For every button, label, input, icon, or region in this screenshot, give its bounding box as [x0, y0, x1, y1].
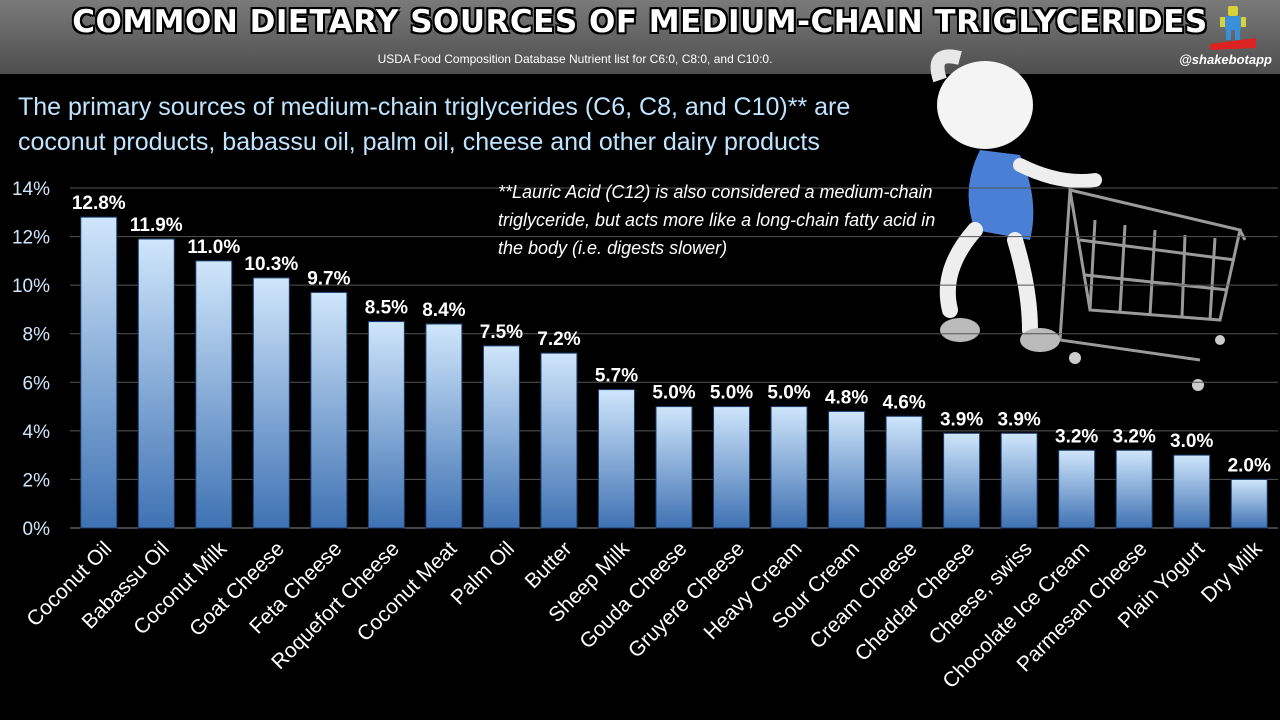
data-label: 3.9% [940, 409, 983, 430]
bar [1115, 449, 1153, 529]
bar [655, 406, 693, 529]
y-tick-label: 2% [23, 470, 51, 491]
data-label: 3.2% [1055, 426, 1098, 447]
data-label: 4.6% [882, 392, 925, 413]
social-handle: @shakebotapp [1179, 52, 1272, 67]
y-tick-label: 6% [23, 373, 51, 394]
data-label: 7.2% [537, 329, 580, 350]
category-label: Dry Milk [1197, 537, 1267, 607]
y-tick-label: 12% [12, 228, 50, 249]
bar [80, 216, 118, 529]
data-label: 7.5% [480, 322, 523, 343]
bar [770, 406, 808, 529]
bar [540, 352, 578, 529]
bar [943, 432, 981, 529]
lauric-acid-note: **Lauric Acid (C12) is also considered a… [498, 182, 936, 258]
bar [828, 410, 866, 529]
data-label: 3.2% [1113, 426, 1156, 447]
bar [425, 323, 463, 529]
data-label: 5.0% [652, 383, 695, 404]
bar [195, 260, 233, 529]
y-tick-label: 10% [12, 276, 50, 297]
data-label: 4.8% [825, 387, 868, 408]
y-tick-label: 14% [12, 179, 50, 200]
bar [1000, 432, 1038, 529]
bar [137, 238, 175, 529]
bar [367, 321, 405, 529]
data-label: 3.9% [997, 409, 1040, 430]
bar [597, 389, 635, 529]
data-label: 11.9% [130, 215, 183, 236]
bar [885, 415, 923, 529]
data-label: 8.5% [365, 298, 408, 319]
data-label: 9.7% [307, 268, 350, 289]
shopping-cart-figure-icon [930, 49, 1247, 391]
data-label: 11.0% [187, 237, 240, 258]
data-label: 3.0% [1170, 431, 1213, 452]
y-tick-label: 0% [23, 519, 51, 540]
intro-text: The primary sources of medium-chain trig… [18, 93, 851, 156]
bar [1058, 449, 1096, 529]
data-label: 12.8% [72, 193, 126, 214]
subtitle: USDA Food Composition Database Nutrient … [377, 52, 773, 66]
category-label: Palm Oil [447, 537, 519, 609]
data-label: 8.4% [422, 300, 465, 321]
bar [252, 277, 290, 529]
category-label: Coconut Meat [353, 537, 462, 646]
category-label: Butter [521, 537, 577, 593]
y-tick-label: 4% [23, 422, 51, 443]
chart-title: COMMON DIETARY SOURCES OF MEDIUM-CHAIN T… [72, 4, 1208, 40]
category-label: Cheese, swiss [925, 537, 1037, 649]
data-label: 10.3% [244, 254, 298, 275]
bar [1173, 454, 1211, 529]
bar [713, 406, 751, 529]
bar [1230, 478, 1268, 529]
shakebot-logo-icon [1210, 6, 1256, 50]
bar [482, 345, 520, 529]
data-label: 5.7% [595, 366, 638, 387]
header-bar [0, 0, 1280, 74]
bar [310, 291, 348, 529]
data-label: 5.0% [767, 383, 810, 404]
y-tick-label: 8% [23, 325, 51, 346]
data-label: 2.0% [1228, 455, 1271, 476]
data-label: 5.0% [710, 383, 753, 404]
